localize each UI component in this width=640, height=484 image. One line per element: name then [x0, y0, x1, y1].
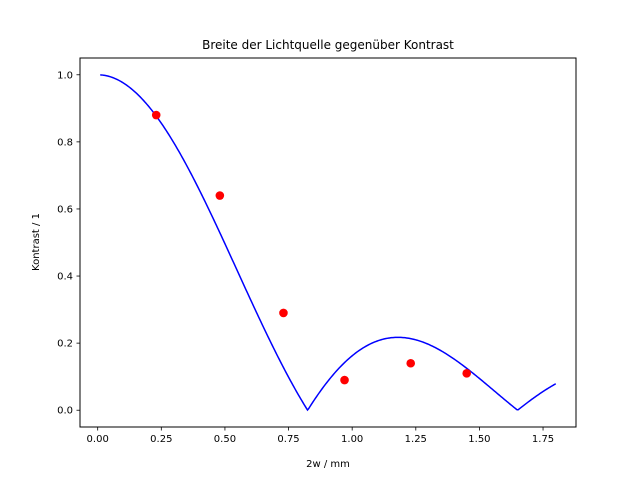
data-point: [151, 110, 161, 120]
y-tick-label: 0.4: [57, 272, 73, 283]
y-tick-label: 0.6: [57, 204, 73, 215]
x-tick-label: 1.50: [468, 434, 490, 445]
x-tick-label: 1.00: [341, 434, 363, 445]
x-tick-label: 1.25: [405, 434, 427, 445]
x-tick-label: 1.75: [532, 434, 554, 445]
data-point: [462, 369, 472, 378]
x-axis-label: 2w / mm: [306, 459, 350, 470]
model-curve-line: [100, 74, 557, 412]
data-point: [215, 191, 225, 200]
y-tick-label: 0.8: [57, 137, 73, 148]
y-tick-label: 1.0: [57, 70, 73, 81]
y-axis-label: Kontrast / 1: [31, 213, 42, 271]
plot-frame: [79, 57, 577, 428]
curve-layer: [100, 74, 557, 412]
x-tick-label: 0.75: [277, 434, 299, 445]
y-axis-ticks: 0.0 0.2 0.4 0.6 0.8 1.0: [57, 70, 80, 417]
data-point: [340, 375, 349, 385]
x-tick-label: 0.25: [150, 434, 172, 445]
data-point: [406, 358, 416, 368]
y-tick-label: 0.2: [57, 339, 73, 350]
chart-title: Breite der Lichtquelle gegenüber Kontras…: [202, 38, 454, 52]
data-point: [279, 308, 288, 318]
points-layer: [151, 110, 472, 385]
plot-area: [80, 58, 576, 427]
x-tick-label: 0.50: [214, 434, 236, 445]
x-tick-label: 0.00: [87, 434, 109, 445]
y-tick-label: 0.0: [57, 406, 73, 417]
x-axis-ticks: 0.00 0.25 0.50 0.75 1.00 1.25 1.50 1.75: [87, 427, 554, 445]
